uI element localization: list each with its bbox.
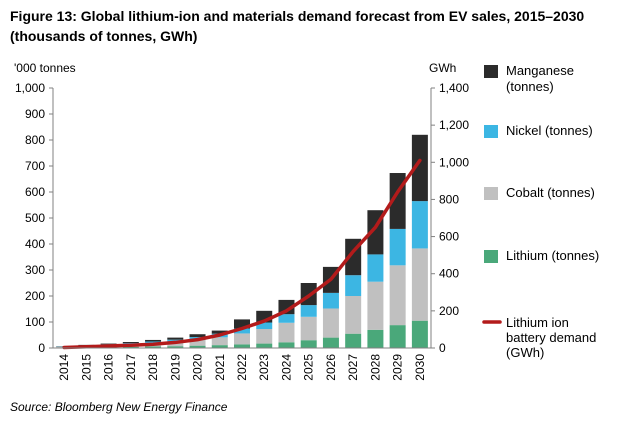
bar-manganese-2030 [411,134,428,202]
x-axis-tick-label: 2022 [235,354,249,381]
legend-swatch-cobalt [484,187,498,200]
x-axis-tick-label: 2029 [391,354,405,381]
bar-nickel-2023 [256,322,273,330]
bar-lithium-2027 [345,333,362,348]
chart-title: Figure 13: Global lithium-ion and materi… [10,8,585,44]
x-axis-tick-label: 2020 [191,354,205,381]
left-axis-tick-label: 800 [25,133,45,147]
legend-label-battery-demand-line3: (GWh) [506,345,544,360]
bar-lithium-2021 [211,345,228,348]
bar-manganese-2024 [278,299,295,315]
left-axis-tick-label: 700 [25,159,45,173]
bar-cobalt-2029 [389,265,406,326]
bar-cobalt-2025 [300,316,317,341]
bar-lithium-2020 [189,345,206,348]
bar-manganese-2022 [234,319,250,329]
bar-lithium-2019 [167,346,184,348]
bar-cobalt-2024 [278,322,295,343]
legend-label-nickel: Nickel (tonnes) [506,123,593,138]
x-axis-tick-label: 2021 [213,354,227,381]
bar-lithium-2029 [389,325,406,348]
bar-lithium-2028 [367,329,384,348]
legend-swatch-lithium [484,250,498,263]
legend-label-lithium: Lithium (tonnes) [506,248,599,263]
bar-nickel-2028 [367,254,384,282]
x-axis-tick-label: 2030 [413,354,427,381]
x-axis-tick-label: 2027 [346,354,360,381]
bar-cobalt-2022 [234,333,250,345]
bar-lithium-2025 [300,340,317,348]
left-axis-label: '000 tonnes [14,61,76,75]
x-axis-tick-label: 2025 [302,354,316,381]
x-axis-tick-label: 2026 [324,354,338,381]
bar-manganese-2023 [256,310,273,323]
right-axis-tick-label: 600 [439,230,459,244]
bar-lithium-2026 [322,337,339,348]
left-axis-tick-label: 500 [25,211,45,225]
bar-nickel-2026 [322,292,339,309]
bar-cobalt-2030 [411,248,428,321]
legend-swatch-nickel [484,125,498,138]
bar-cobalt-2023 [256,329,273,344]
x-axis-tick-label: 2016 [102,354,116,381]
bar-nickel-2030 [411,201,428,249]
legend-label-cobalt: Cobalt (tonnes) [506,185,595,200]
left-axis-tick-label: 900 [25,107,45,121]
legend-label-battery-demand-line1: Lithium ion [506,315,569,330]
bar-cobalt-2020 [189,339,206,346]
x-axis-tick-label: 2028 [368,354,382,381]
bar-lithium-2030 [411,320,428,348]
x-axis-tick-label: 2017 [124,354,138,381]
bar-cobalt-2028 [367,281,384,330]
bar-lithium-2017 [122,346,139,348]
left-axis-tick-label: 400 [25,237,45,251]
left-axis-tick-label: 600 [25,185,45,199]
right-axis-tick-label: 0 [439,341,446,355]
bar-lithium-2023 [256,343,273,348]
left-axis-tick-label: 100 [25,315,45,329]
bar-manganese-2016 [100,343,117,345]
bar-nickel-2029 [389,228,406,266]
battery-demand-line [62,158,422,350]
bar-nickel-2027 [345,275,362,296]
bar-nickel-2024 [278,314,295,323]
bar-cobalt-2026 [322,308,339,338]
x-axis-tick-label: 2014 [57,354,71,381]
source-note: Source: Bloomberg New Energy Finance [10,400,228,414]
bar-manganese-2019 [167,337,184,340]
legend-swatch-manganese [484,65,498,78]
bar-manganese-2017 [122,342,139,344]
legend-label-manganese-line1: Manganese [506,63,574,78]
right-axis-tick-label: 1,200 [439,118,469,132]
right-axis-tick-label: 200 [439,304,459,318]
legend-label-manganese-line2: (tonnes) [506,79,554,94]
x-axis-tick-label: 2019 [168,354,182,381]
bar-cobalt-2021 [211,337,228,346]
x-axis-tick-label: 2018 [146,354,160,381]
x-axis-tick-label: 2015 [79,354,93,381]
bar-lithium-2024 [278,342,295,348]
x-axis-tick-label: 2023 [257,354,271,381]
right-axis-tick-label: 800 [439,192,459,206]
bar-manganese-2018 [145,339,162,342]
right-axis-label: GWh [429,61,456,75]
bar-nickel-2025 [300,305,317,317]
bar-nickel-2022 [234,328,250,334]
legend-label-battery-demand-line2: battery demand [506,330,596,345]
left-axis-tick-label: 0 [38,341,45,355]
left-axis-tick-label: 1,000 [15,81,45,95]
x-axis-tick-label: 2024 [279,354,293,381]
right-axis-tick-label: 1,400 [439,81,469,95]
left-axis-tick-label: 300 [25,263,45,277]
bar-manganese-2020 [189,334,206,338]
right-axis-tick-label: 400 [439,267,459,281]
right-axis-tick-label: 1,000 [439,155,469,169]
bar-cobalt-2027 [345,296,362,334]
bar-lithium-2018 [145,346,162,348]
bar-lithium-2022 [234,344,250,348]
bar-manganese-2021 [211,330,228,334]
left-axis-tick-label: 200 [25,289,45,303]
bar-nickel-2018 [145,341,162,344]
